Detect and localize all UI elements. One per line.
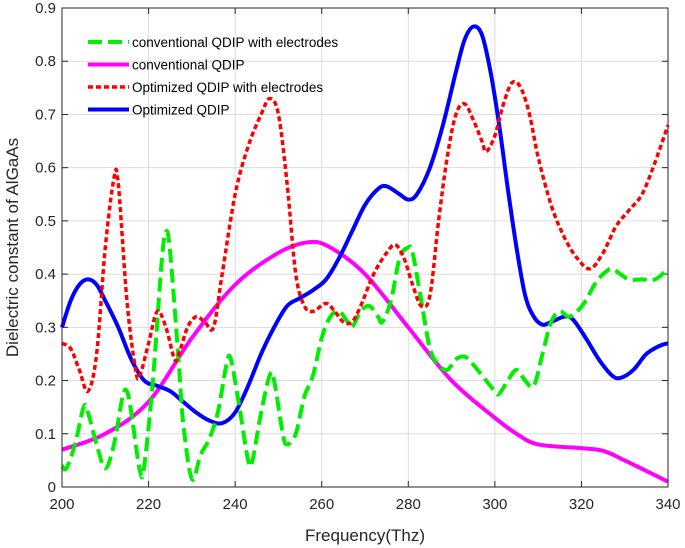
legend: conventional QDIP with electrodes convent… xyxy=(88,35,338,118)
x-tick-label: 320 xyxy=(569,496,594,513)
series-line-0 xyxy=(60,228,670,482)
y-tick-label: 0.8 xyxy=(35,53,56,70)
x-tick-label: 200 xyxy=(49,496,74,513)
y-tick-label: 0.7 xyxy=(35,106,56,123)
y-tick-label: 0.6 xyxy=(35,160,56,177)
series-lines xyxy=(60,24,670,484)
tick-labels: 200 220 240 260 280 300 320 340 0 0.1 0.2 0.3 0.4 0.5… xyxy=(35,0,680,513)
y-tick-label: 0.5 xyxy=(35,213,56,230)
x-tick-label: 280 xyxy=(396,496,421,513)
x-axis-label: Frequency(Thz) xyxy=(305,526,425,545)
legend-entry: Optimized QDIP xyxy=(132,103,230,118)
y-tick-label: 0.1 xyxy=(35,426,56,443)
y-tick-label: 0.9 xyxy=(35,0,56,17)
x-tick-label: 300 xyxy=(482,496,507,513)
y-tick-label: 0.3 xyxy=(35,319,56,336)
legend-entry: Optimized QDIP with electrodes xyxy=(132,80,323,95)
legend-entry: conventional QDIP with electrodes xyxy=(132,35,338,50)
y-axis-label: Dielectric constant of AlGaAs xyxy=(3,138,22,357)
x-tick-label: 240 xyxy=(223,496,248,513)
y-tick-label: 0.4 xyxy=(35,266,56,283)
y-tick-label: 0.2 xyxy=(35,373,56,390)
x-tick-label: 260 xyxy=(309,496,334,513)
x-tick-label: 220 xyxy=(136,496,161,513)
y-tick-label: 0 xyxy=(48,479,56,496)
plot-frame xyxy=(61,7,669,488)
series-line-2 xyxy=(61,79,670,394)
series-line-3 xyxy=(60,24,669,426)
x-tick-label: 340 xyxy=(655,496,680,513)
legend-entry: conventional QDIP xyxy=(132,58,245,73)
series-line-1 xyxy=(61,239,669,484)
